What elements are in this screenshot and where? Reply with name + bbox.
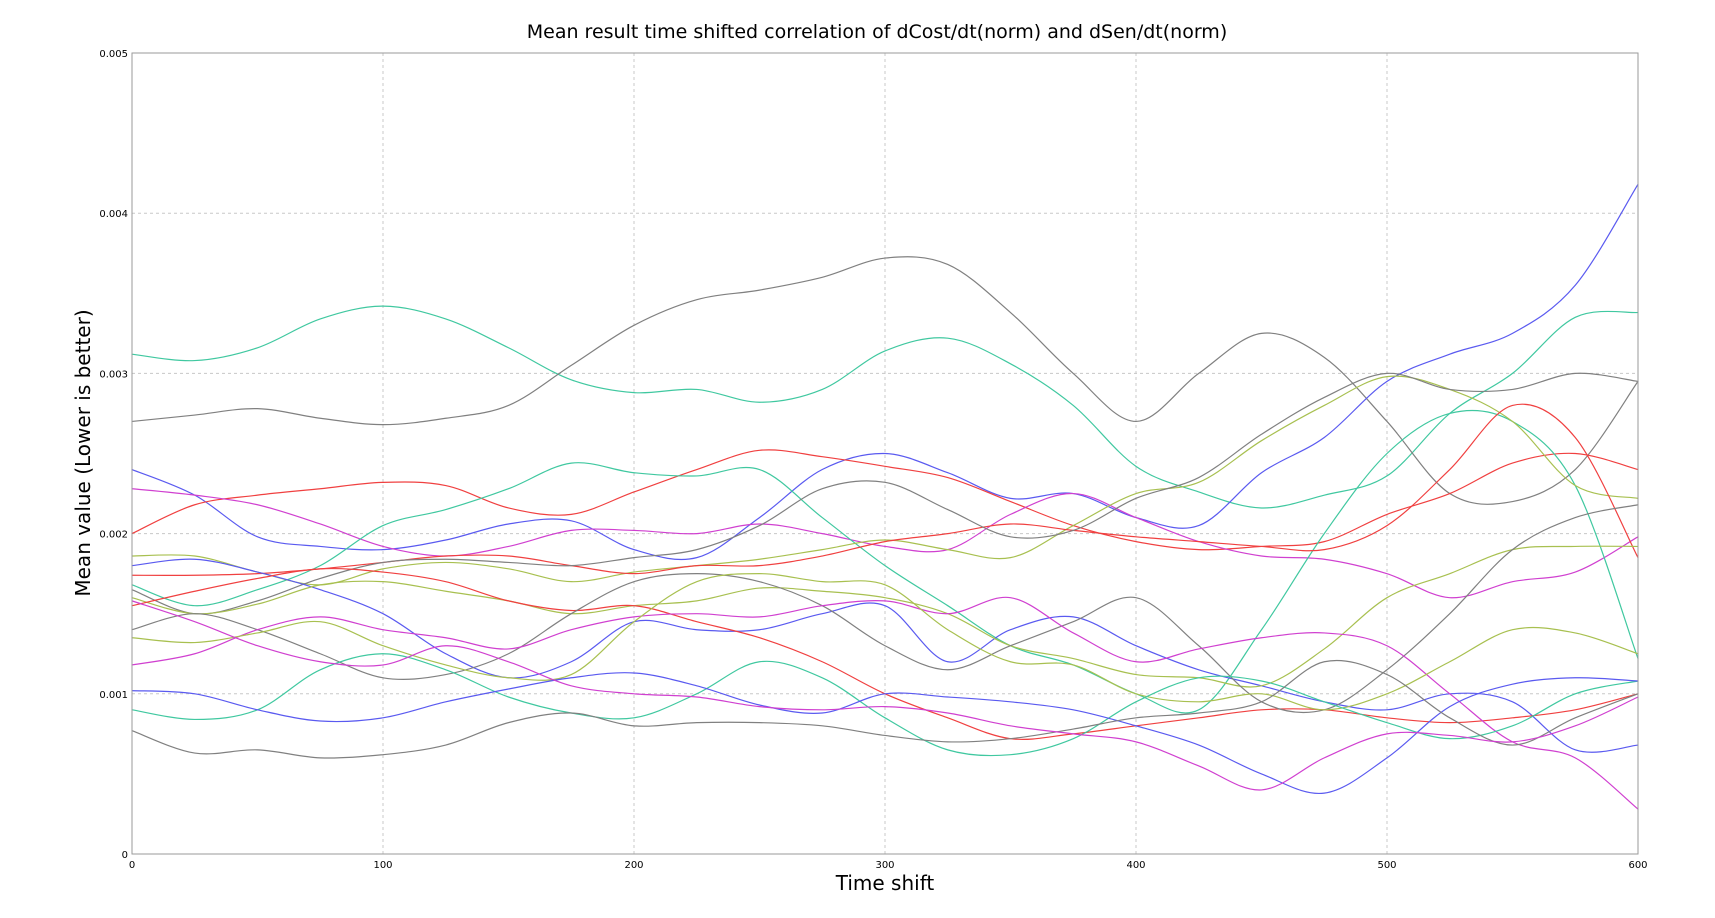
series-line-15 <box>131 573 1639 711</box>
x-tick-label: 400 <box>1126 860 1145 871</box>
series-line-2 <box>131 256 1639 505</box>
series-lines <box>131 183 1639 810</box>
series-line-17 <box>131 672 1639 795</box>
plot-frame <box>131 52 1639 855</box>
series-line-14 <box>131 596 1639 810</box>
series-line-18 <box>131 659 1639 759</box>
series-line-9 <box>131 372 1639 615</box>
x-axis-label: Time shift <box>835 871 935 895</box>
chart-title: Mean result time shifted correlation of … <box>527 21 1227 43</box>
series-line-12 <box>131 567 1639 740</box>
y-tick-label: 0.001 <box>99 690 128 701</box>
series-line-19 <box>131 600 1639 791</box>
series-line-5 <box>131 488 1639 599</box>
y-tick-label: 0.004 <box>99 209 128 220</box>
x-tick-label: 100 <box>373 860 392 871</box>
y-tick-label: 0.005 <box>99 49 128 60</box>
series-line-6 <box>131 409 1639 714</box>
series-line-11 <box>131 545 1639 688</box>
series-line-1 <box>131 305 1639 509</box>
x-tick-label: 600 <box>1628 860 1647 871</box>
series-line-3 <box>131 183 1639 561</box>
x-axis-ticks: 0 100 200 300 400 500 600 <box>129 860 1648 871</box>
y-axis-ticks: 0 0.001 0.002 0.003 0.004 0.005 <box>99 49 128 861</box>
y-tick-label: 0.002 <box>99 530 128 541</box>
series-line-13 <box>131 504 1639 714</box>
y-axis-label: Mean value (Lower is better) <box>71 309 95 596</box>
x-tick-label: 200 <box>624 860 643 871</box>
y-tick-label: 0.003 <box>99 369 128 380</box>
series-line-7 <box>131 375 1639 586</box>
x-tick-label: 500 <box>1377 860 1396 871</box>
y-tick-label: 0 <box>122 850 128 861</box>
series-line-10 <box>131 558 1639 753</box>
series-line-4 <box>131 449 1639 551</box>
x-tick-label: 300 <box>875 860 894 871</box>
x-tick-label: 0 <box>129 860 135 871</box>
series-line-16 <box>131 653 1639 757</box>
